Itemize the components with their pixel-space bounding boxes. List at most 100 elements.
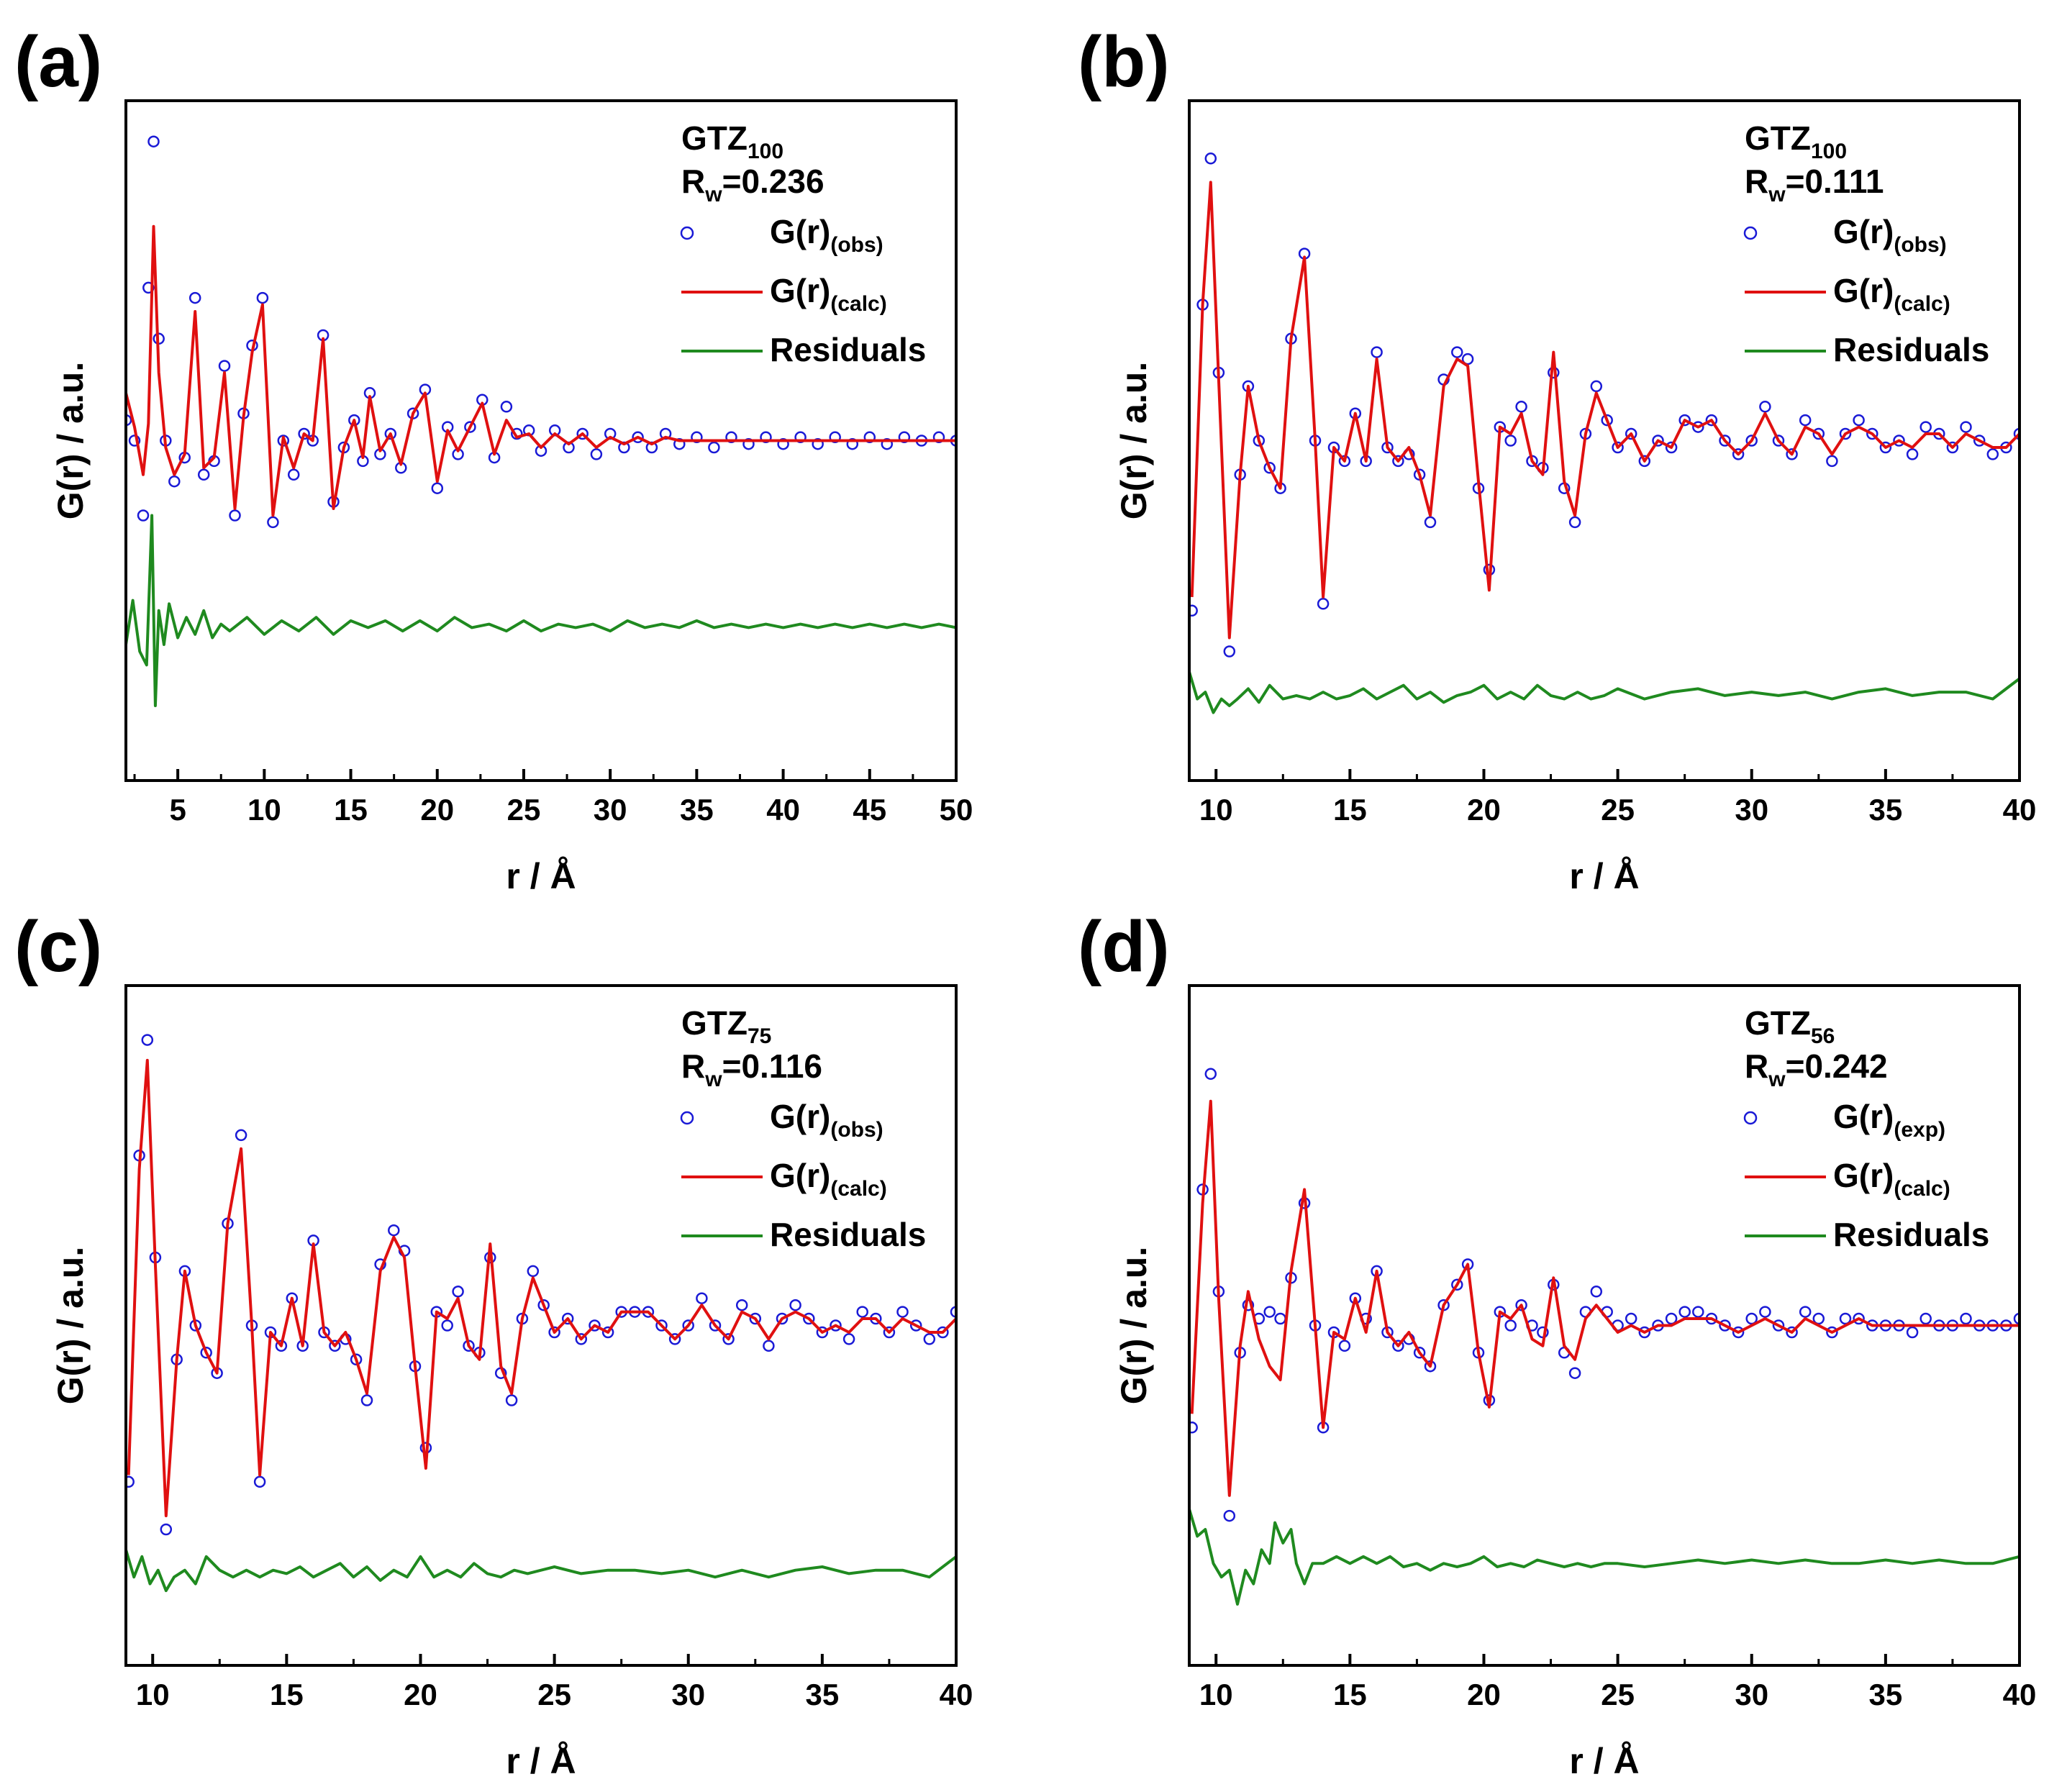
legend-label: Residuals	[770, 331, 926, 368]
legend-item: G(r)(obs)	[680, 1098, 883, 1142]
obs-point	[1392, 1340, 1404, 1352]
obs-point	[722, 1333, 735, 1345]
legend-item: Residuals	[681, 331, 926, 368]
rw-value: Rw=0.242	[1745, 1047, 1888, 1091]
legend-label-sub: (obs)	[830, 233, 883, 257]
obs-point	[253, 1475, 266, 1488]
series-g-r-calc-	[1190, 1099, 2020, 1497]
obs-point	[384, 427, 397, 440]
obs-point	[1812, 1312, 1825, 1325]
calc-line	[126, 224, 956, 517]
obs-point	[1772, 435, 1785, 447]
obs-point	[235, 1129, 247, 1142]
obs-point	[1759, 1306, 1771, 1318]
x-tick-label: 35	[1869, 793, 1903, 827]
legend-label: G(r)(exp)	[1833, 1098, 1945, 1142]
rw-value-main: R	[681, 1047, 705, 1085]
obs-point	[709, 1319, 722, 1332]
series-g-r-obs-	[126, 135, 956, 529]
obs-point	[1678, 1306, 1691, 1318]
obs-point	[816, 1326, 829, 1339]
x-tick-label: 25	[507, 793, 541, 827]
obs-point	[431, 482, 444, 494]
rw-value-sub: w	[1768, 183, 1786, 206]
x-tick-label: 20	[1467, 1678, 1501, 1711]
obs-point	[1946, 441, 1959, 454]
obs-point	[696, 1292, 708, 1304]
obs-point	[1960, 1312, 1972, 1325]
x-tick-label: 15	[270, 1678, 304, 1711]
legend-label: G(r)(calc)	[1833, 272, 1950, 316]
legend-label-sub: (calc)	[830, 292, 886, 316]
obs-point	[1223, 645, 1236, 658]
obs-point	[200, 1347, 212, 1359]
legend-label-main: G(r)	[1833, 1157, 1894, 1194]
obs-point	[256, 291, 269, 304]
y-axis-title: G(r) / a.u.	[50, 1247, 91, 1404]
obs-point	[1692, 1306, 1704, 1318]
obs-point	[561, 1312, 574, 1325]
rw-value-rest: =0.236	[722, 163, 824, 200]
obs-point	[1960, 421, 1972, 433]
obs-point	[147, 135, 160, 147]
obs-point	[1274, 1312, 1286, 1325]
obs-point	[1732, 1326, 1745, 1339]
rw-value-sub: w	[704, 183, 722, 206]
obs-point	[452, 1286, 464, 1298]
obs-point	[896, 1306, 909, 1318]
obs-point	[267, 516, 279, 529]
panel-label: (b)	[1078, 22, 1170, 102]
rw-value: Rw=0.116	[681, 1047, 822, 1091]
x-axis-title: r / Å	[506, 1741, 576, 1781]
obs-point	[1692, 421, 1704, 433]
obs-point	[735, 1298, 748, 1311]
x-tick-label: 15	[1333, 793, 1367, 827]
sample-name-main: GTZ	[681, 1004, 748, 1042]
obs-point	[789, 1298, 801, 1311]
obs-point	[1515, 1298, 1527, 1311]
legend-label-main: G(r)	[1833, 1098, 1894, 1135]
obs-point	[881, 437, 894, 450]
x-tick-label: 40	[2003, 1678, 2037, 1711]
legend: G(r)(obs)G(r)(calc)Residuals	[1743, 213, 1989, 368]
obs-point	[1625, 1312, 1637, 1325]
x-tick-label: 45	[853, 793, 886, 827]
obs-point	[776, 1312, 789, 1325]
obs-point	[160, 1523, 173, 1536]
obs-point	[1906, 1326, 1919, 1339]
obs-point	[537, 1298, 550, 1311]
legend-label-sub: (obs)	[830, 1118, 883, 1142]
obs-point	[388, 1224, 400, 1237]
y-axis-title: G(r) / a.u.	[1114, 362, 1154, 519]
obs-point	[1204, 153, 1217, 165]
x-tick-label: 25	[1601, 793, 1635, 827]
panel-2: (b)10 15 20 25 30 35 40r / ÅG(r) / a.u.GTZ100R…	[1078, 22, 2036, 896]
obs-point	[1853, 414, 1865, 427]
obs-point	[898, 431, 911, 444]
obs-point	[1705, 414, 1718, 427]
x-tick-label: 30	[1735, 1678, 1768, 1711]
y-axis-title: G(r) / a.u.	[50, 362, 91, 519]
obs-point	[1515, 401, 1527, 413]
obs-point	[188, 291, 201, 304]
obs-point	[1189, 1422, 1198, 1434]
obs-point	[218, 360, 231, 372]
obs-point	[1719, 1319, 1731, 1332]
obs-point	[1371, 346, 1383, 358]
obs-point	[360, 1394, 373, 1406]
obs-point	[632, 431, 644, 444]
obs-point	[1839, 1312, 1852, 1325]
obs-point	[575, 1333, 588, 1345]
obs-point	[691, 431, 703, 444]
obs-point	[856, 1306, 868, 1318]
legend-label-main: Residuals	[1833, 1216, 1989, 1253]
panel-3: (c)10 15 20 25 30 35 40r / ÅG(r) / a.u.GTZ75Rw…	[14, 906, 973, 1781]
obs-point	[1786, 448, 1798, 460]
series-residuals	[1189, 1509, 2020, 1606]
legend-label: Residuals	[770, 1216, 926, 1253]
rw-value: Rw=0.111	[1745, 163, 1884, 206]
series-g-r-obs-	[126, 1034, 956, 1536]
obs-point	[1879, 441, 1892, 454]
x-tick-label: 10	[1199, 1678, 1233, 1711]
x-tick-label: 30	[1735, 793, 1768, 827]
